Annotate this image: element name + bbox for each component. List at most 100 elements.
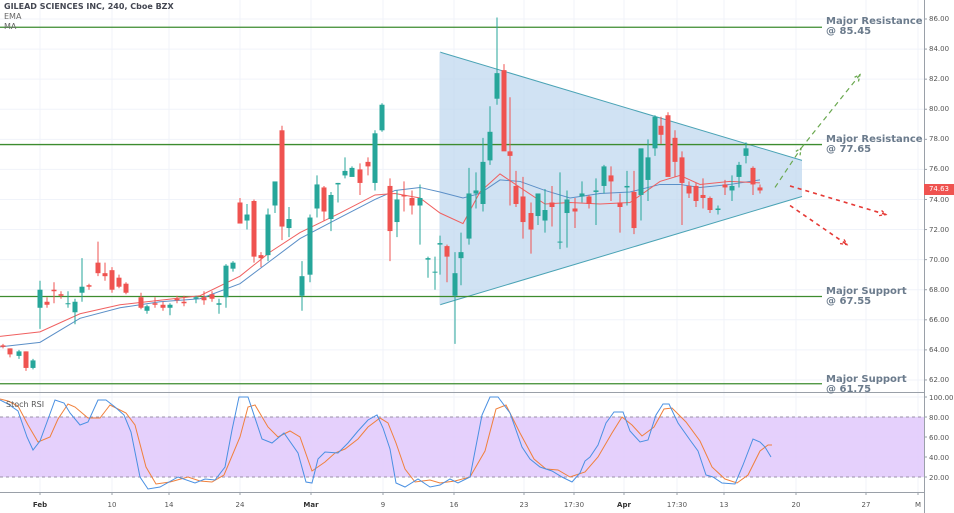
annotation-value: @ 67.55 [826, 296, 872, 307]
annotation-value: @ 61.75 [826, 384, 872, 395]
candle-body [520, 196, 526, 223]
candle-body [109, 270, 115, 290]
candle-body [743, 148, 749, 156]
stoch-tick: 40.00 [929, 454, 950, 462]
projection-arrow-line [789, 204, 848, 246]
candle-body [314, 184, 320, 209]
candle-body [473, 190, 479, 194]
projection-arrows[interactable] [774, 73, 888, 246]
candle-body [452, 273, 458, 296]
annotation-major-support-61[interactable]: Major Support @ 61.75 [826, 375, 907, 395]
chart-legend: GILEAD SCIENCES INC, 240, Cboe BZX EMA M… [4, 2, 174, 32]
candle-body [328, 194, 334, 220]
price-tick: 82.00 [929, 75, 950, 83]
time-tick-label: 10 [107, 501, 117, 509]
stoch-overbought-oversold-band [0, 416, 924, 478]
triangle-upper-trendline [439, 51, 803, 161]
candle-body [501, 70, 507, 152]
candle-body [181, 301, 187, 304]
candle-body [321, 187, 327, 212]
candle-body [357, 169, 363, 183]
candle-body [30, 360, 36, 368]
stoch-tick: 100.00 [929, 394, 954, 402]
candle-body [79, 286, 85, 293]
candle-body [152, 303, 158, 305]
candle-body [244, 214, 250, 221]
candle-body [72, 301, 78, 313]
annotation-value: @ 77.65 [826, 144, 872, 155]
horizontal-levels[interactable] [0, 26, 822, 385]
candlesticks [0, 17, 763, 371]
time-tick-label: Apr [617, 501, 631, 509]
candle-body [193, 297, 199, 299]
stoch-rsi-label[interactable]: Stoch RSI [6, 400, 45, 409]
candle-body [425, 258, 431, 260]
ema-indicator-label[interactable]: EMA [4, 12, 22, 21]
candle-body [579, 193, 585, 197]
stoch-k-line [0, 396, 772, 490]
candle-body [16, 351, 22, 356]
candle-body [601, 166, 607, 186]
annotation-title: Major Support [826, 286, 907, 297]
stoch-tick: 20.00 [929, 474, 950, 482]
annotation-major-support-67[interactable]: Major Support @ 67.55 [826, 287, 907, 307]
price-tick: 86.00 [929, 15, 950, 23]
stoch-band-fill [0, 417, 924, 477]
time-tick-label: 17:30 [666, 501, 688, 509]
candle-body [757, 187, 763, 191]
candle-body [299, 276, 305, 296]
candle-body [444, 246, 450, 257]
time-tick-label: 17:30 [563, 501, 585, 509]
candle-body [216, 303, 222, 305]
candle-body [138, 297, 144, 308]
price-tick: 66.00 [929, 316, 950, 324]
candle-body [707, 197, 713, 211]
candle-body [487, 131, 493, 161]
candle-body [652, 116, 658, 149]
candle-body [123, 283, 129, 293]
candle-body [658, 125, 664, 135]
candle-body [458, 252, 464, 259]
candle-body [631, 191, 637, 229]
candle-body [417, 197, 423, 206]
projection-arrow-line [774, 148, 802, 188]
arrow-head [853, 73, 861, 82]
candle-body [729, 185, 735, 191]
candle-body [672, 137, 678, 162]
candle-body [349, 167, 355, 177]
candle-body [65, 303, 71, 305]
candle-body [258, 255, 264, 259]
triangle-lower-trendline [439, 195, 803, 306]
last-price-badge: 74.63 [924, 184, 954, 195]
candle-body [736, 164, 742, 177]
time-tick-label: 23 [519, 501, 529, 509]
stoch-tick: 80.00 [929, 414, 950, 422]
candle-body [593, 190, 599, 192]
axes [0, 0, 927, 513]
candle-body [167, 304, 173, 308]
candle-body [494, 73, 500, 99]
price-tick: 84.00 [929, 45, 950, 53]
candle-body [507, 151, 513, 156]
price-tick: 76.00 [929, 165, 950, 173]
annotation-title: Major Resistance [826, 134, 923, 145]
candle-body [700, 194, 706, 198]
candle-body [617, 202, 623, 207]
annotation-major-resistance-77[interactable]: Major Resistance @ 77.65 [826, 135, 923, 155]
time-tick-label: 16 [449, 501, 459, 509]
candle-body [624, 185, 630, 188]
candle-body [437, 243, 443, 245]
candle-body [432, 271, 438, 273]
projection-arrow-line [800, 74, 861, 149]
candle-body [480, 161, 486, 204]
candle-body [335, 182, 341, 185]
candle-body [116, 277, 122, 287]
candle-body [394, 199, 400, 223]
candle-body [307, 217, 313, 275]
time-tick-label: Mar [303, 501, 319, 509]
annotation-major-resistance-85[interactable]: Major Resistance @ 85.45 [826, 17, 923, 37]
ma-indicator-label[interactable]: MA [4, 22, 17, 31]
time-tick-label: 24 [235, 501, 245, 509]
candle-body [37, 289, 43, 308]
